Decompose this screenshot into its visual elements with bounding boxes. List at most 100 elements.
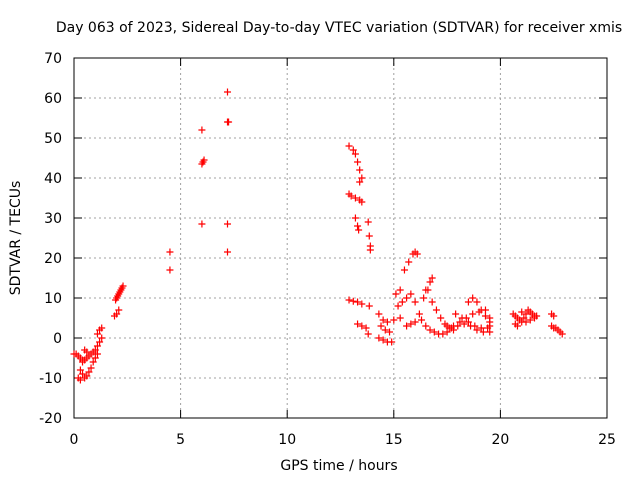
y-tick-label: -10	[39, 371, 62, 387]
data-point	[351, 194, 359, 202]
data-point	[116, 288, 124, 296]
data-point	[443, 322, 451, 330]
data-point	[166, 266, 174, 274]
data-point	[479, 328, 487, 336]
data-point	[198, 220, 206, 228]
data-point	[520, 314, 528, 322]
data-point	[98, 324, 106, 332]
y-tick-label: 70	[44, 51, 62, 67]
data-point	[394, 302, 402, 310]
data-point	[166, 248, 174, 256]
data-point	[469, 294, 477, 302]
data-point	[464, 318, 472, 326]
data-point	[198, 126, 206, 134]
data-point	[366, 246, 374, 254]
data-point	[358, 198, 366, 206]
data-point	[358, 322, 366, 330]
data-point	[420, 294, 428, 302]
data-point	[115, 306, 123, 314]
data-point	[454, 322, 462, 330]
data-point	[79, 370, 87, 378]
data-point	[428, 298, 436, 306]
data-point	[415, 310, 423, 318]
data-point	[98, 334, 106, 342]
data-point	[411, 298, 419, 306]
data-point	[513, 322, 521, 330]
data-point	[413, 250, 421, 258]
data-point	[383, 318, 391, 326]
y-tick-label: 0	[53, 331, 62, 347]
data-point	[91, 346, 99, 354]
data-point	[87, 364, 95, 372]
data-point	[349, 146, 357, 154]
data-point	[356, 166, 364, 174]
y-tick-label: 50	[44, 131, 62, 147]
data-point	[428, 274, 436, 282]
data-point	[486, 328, 494, 336]
data-point	[355, 226, 363, 234]
data-point	[477, 324, 485, 332]
data-point	[379, 316, 387, 324]
data-point	[93, 330, 101, 338]
data-points	[70, 88, 566, 384]
data-point	[390, 316, 398, 324]
data-point	[83, 348, 91, 356]
data-point	[437, 314, 445, 322]
data-point	[558, 330, 566, 338]
plot-frame	[73, 57, 608, 419]
data-point	[458, 314, 466, 322]
data-point	[345, 296, 353, 304]
data-point	[224, 248, 232, 256]
data-point	[224, 88, 232, 96]
data-point	[550, 312, 558, 320]
data-point	[76, 366, 84, 374]
data-point	[364, 330, 372, 338]
y-tick-label: 30	[44, 211, 62, 227]
data-point	[114, 292, 122, 300]
data-point	[426, 326, 434, 334]
data-point	[118, 284, 126, 292]
data-point	[452, 310, 460, 318]
y-tick-label: 10	[44, 291, 62, 307]
data-point	[351, 214, 359, 222]
data-point	[362, 324, 370, 332]
data-point	[426, 278, 434, 286]
data-point	[473, 326, 481, 334]
data-point	[113, 310, 121, 318]
data-point	[432, 306, 440, 314]
grid-lines	[74, 58, 607, 418]
y-tick-label: -20	[39, 411, 62, 427]
data-point	[354, 320, 362, 328]
data-point	[400, 266, 408, 274]
data-point	[486, 318, 494, 326]
data-point	[407, 290, 415, 298]
data-point	[403, 294, 411, 302]
data-point	[388, 338, 396, 346]
data-point	[443, 328, 451, 336]
data-point	[358, 300, 366, 308]
y-tick-label: 20	[44, 251, 62, 267]
data-point	[405, 258, 413, 266]
data-point	[526, 316, 534, 324]
y-tick-label: 60	[44, 91, 62, 107]
data-point	[396, 286, 404, 294]
data-point	[464, 298, 472, 306]
data-point	[76, 376, 84, 384]
data-point	[456, 318, 464, 326]
data-point	[85, 368, 93, 376]
x-tick-label: 15	[385, 432, 403, 448]
data-point	[467, 322, 475, 330]
data-point	[358, 174, 366, 182]
chart-title: Day 063 of 2023, Sidereal Day-to-day VTE…	[56, 20, 622, 36]
data-point	[225, 118, 233, 126]
data-point	[398, 298, 406, 306]
data-point	[375, 334, 383, 342]
data-point	[396, 314, 404, 322]
data-point	[381, 326, 389, 334]
data-point	[422, 322, 430, 330]
data-point	[533, 312, 541, 320]
data-point	[469, 310, 477, 318]
y-tick-label: 40	[44, 171, 62, 187]
data-point	[347, 192, 355, 200]
data-point	[83, 372, 91, 380]
